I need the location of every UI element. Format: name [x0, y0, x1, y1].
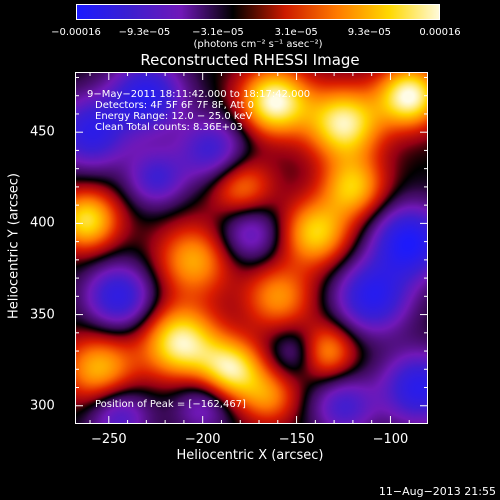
- chart-title: Reconstructed RHESSI Image: [140, 51, 360, 69]
- x-tick-label: −200: [184, 432, 221, 447]
- heatmap-image: [75, 72, 428, 424]
- colorbar-tick-label: −0.00016: [51, 27, 101, 38]
- colorbar-tick-label: 9.3e−05: [347, 27, 391, 38]
- x-tick-label: −150: [278, 432, 315, 447]
- x-tick-label: −250: [90, 432, 127, 447]
- colorbar: [76, 4, 440, 20]
- colorbar-tick-label: 3.1e−05: [274, 27, 318, 38]
- x-tick-label: −100: [372, 432, 409, 447]
- annotation-peak: Position of Peak = [−162,467]: [95, 399, 246, 410]
- plot-frame: [75, 72, 428, 424]
- y-tick-label: 450: [30, 124, 55, 140]
- heatmap-plot: 9−May−2011 18:11:42.000 to 18:17:42.000 …: [75, 72, 428, 424]
- y-tick-label: 350: [30, 307, 55, 323]
- annotation-time: 9−May−2011 18:11:42.000 to 18:17:42.000: [87, 89, 310, 100]
- render-timestamp: 11−Aug−2013 21:55: [378, 485, 496, 498]
- colorbar-tick-label: 0.00016: [419, 27, 461, 38]
- colorbar-unit-label: (photons cm⁻² s⁻¹ asec⁻²): [193, 39, 323, 50]
- y-axis-label: Heliocentric Y (arcsec): [6, 173, 22, 319]
- annotation-energy: Energy Range: 12.0 − 25.0 keV: [95, 111, 252, 122]
- annotation-clean: Clean Total counts: 8.36E+03: [95, 122, 243, 133]
- colorbar-tick-label: −9.3e−05: [118, 27, 171, 38]
- x-axis-label: Heliocentric X (arcsec): [176, 448, 324, 463]
- annotation-detectors: Detectors: 4F 5F 6F 7F 8F, Att 0: [95, 100, 254, 111]
- y-tick-label: 400: [30, 215, 55, 231]
- y-tick-label: 300: [30, 398, 55, 414]
- colorbar-tick-label: −3.1e−05: [192, 27, 244, 38]
- axis-ticks: [75, 72, 428, 424]
